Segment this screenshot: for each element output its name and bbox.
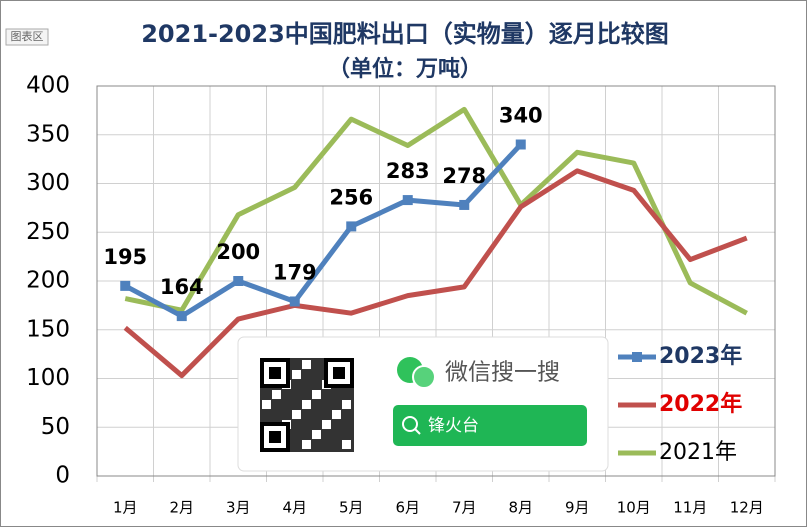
data-label: 195 (103, 245, 147, 269)
search-button (393, 405, 587, 446)
x-tick-label: 10月 (617, 499, 651, 517)
x-tick-label: 4月 (282, 499, 307, 517)
qr-cell (272, 390, 281, 399)
qr-cell (342, 440, 351, 449)
qr-cell (312, 390, 321, 399)
x-tick-label: 3月 (226, 499, 251, 517)
tooltip-box (5, 28, 49, 46)
qr-finder-dot (269, 367, 281, 379)
qr-cell (302, 360, 311, 369)
data-label: 179 (273, 260, 317, 284)
qr-finder-dot (333, 367, 345, 379)
x-tick-label: 2月 (169, 499, 194, 517)
series-line (124, 106, 748, 316)
qr-cell (332, 410, 341, 419)
x-tick-label: 5月 (339, 499, 364, 517)
point-marker (346, 221, 357, 232)
qr-cell (322, 420, 331, 429)
x-tick-label: 1月 (113, 499, 138, 517)
point-marker (289, 296, 300, 307)
qr-cell (262, 400, 271, 409)
data-label: 164 (160, 275, 204, 299)
point-marker (515, 139, 526, 150)
y-tick-label: 250 (26, 219, 70, 245)
data-label: 200 (216, 240, 260, 264)
qr-cell (292, 410, 301, 419)
data-label: 283 (386, 159, 430, 183)
search-text: 锋火台 (428, 416, 479, 436)
y-tick-label: 400 (26, 73, 70, 99)
legend-marker (632, 352, 642, 362)
qr-cell (302, 440, 311, 449)
tooltip: 图表区 (11, 29, 44, 43)
qr-finder-dot (269, 431, 281, 443)
y-tick-label: 100 (26, 365, 70, 391)
qr-cell (312, 430, 321, 439)
x-tick-label: 11月 (673, 499, 707, 517)
point-marker (120, 280, 131, 291)
x-tick-label: 12月 (730, 499, 764, 517)
legend-label: 2023年 (659, 343, 742, 369)
plot-frame (96, 85, 776, 477)
point-marker (233, 276, 244, 286)
series-line (123, 168, 748, 379)
y-tick-label: 200 (26, 268, 70, 294)
watermark-text: 微信搜一搜 (445, 360, 560, 386)
y-tick-label: 300 (26, 170, 70, 196)
chart-title: 2021-2023中国肥料出口（实物量）逐月比较图 (141, 20, 669, 48)
x-tick-label: 8月 (508, 499, 533, 517)
chart-subtitle: （单位：万吨） (328, 56, 482, 82)
data-label: 340 (499, 104, 543, 128)
qr-cell (292, 370, 301, 379)
y-tick-label: 350 (26, 121, 70, 147)
legend-label: 2021年 (659, 440, 737, 465)
x-tick-label: 7月 (452, 499, 477, 517)
wechat-icon-2 (412, 365, 436, 389)
search-icon-handle (414, 428, 421, 435)
legend-label: 2022年 (659, 391, 742, 417)
point-marker (459, 199, 470, 210)
data-label: 278 (442, 164, 486, 188)
y-tick-label: 150 (26, 316, 70, 342)
qr-cell (302, 400, 311, 409)
x-tick-label: 6月 (395, 499, 420, 517)
y-tick-label: 0 (55, 463, 70, 489)
data-label: 256 (329, 185, 373, 209)
point-marker (176, 311, 187, 322)
search-icon (402, 416, 418, 432)
series-line (124, 142, 523, 319)
y-tick-label: 50 (41, 414, 70, 440)
x-tick-label: 9月 (565, 499, 590, 517)
qr-cell (342, 400, 351, 409)
point-marker (402, 195, 413, 206)
